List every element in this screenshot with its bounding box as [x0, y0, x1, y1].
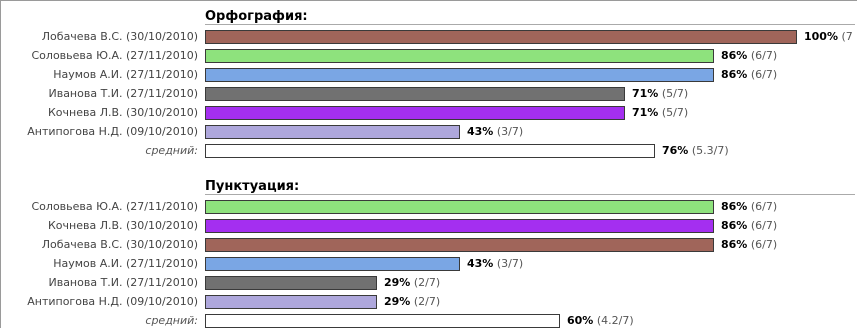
- chart-title: Орфография:: [205, 9, 308, 24]
- value-label: 43% (3/7): [467, 124, 523, 140]
- bar: [205, 257, 460, 271]
- value-label: 86% (6/7): [721, 48, 777, 64]
- row-label: Соловьева Ю.А. (27/11/2010): [31, 200, 199, 213]
- value-label: 100% (7: [804, 29, 853, 45]
- percent-value: 71%: [632, 87, 659, 100]
- row-label: Антипогова Н.Д. (09/10/2010): [27, 125, 198, 138]
- row-label: Кочнева Л.В. (30/10/2010): [47, 106, 198, 119]
- row-label: Лобачева В.С. (30/10/2010): [41, 30, 198, 43]
- score-fraction: (6/7): [750, 68, 778, 81]
- section-divider: [205, 24, 855, 25]
- score-fraction: (6/7): [750, 219, 778, 232]
- score-fraction: (3/7): [496, 257, 524, 270]
- percent-value: 100%: [804, 30, 838, 43]
- percent-value: 71%: [632, 106, 659, 119]
- bar: [205, 200, 714, 214]
- bar: [205, 238, 714, 252]
- score-fraction: (4.2/7): [596, 314, 634, 327]
- value-label: 43% (3/7): [467, 256, 523, 272]
- section-divider: [205, 194, 855, 195]
- bar: [205, 276, 377, 290]
- average-label: средний:: [145, 144, 198, 157]
- score-fraction: (2/7): [413, 295, 441, 308]
- percent-value: 86%: [721, 219, 748, 232]
- bar: [205, 30, 797, 44]
- row-label: Соловьева Ю.А. (27/11/2010): [31, 49, 199, 62]
- percent-value: 43%: [467, 257, 494, 270]
- row-label: Иванова Т.И. (27/11/2010): [48, 87, 198, 100]
- row-label: Наумов А.И. (27/11/2010): [53, 257, 198, 270]
- percent-value: 43%: [467, 125, 494, 138]
- value-label: 86% (6/7): [721, 218, 777, 234]
- value-label: 86% (6/7): [721, 237, 777, 253]
- row-label: Иванова Т.И. (27/11/2010): [48, 276, 198, 289]
- row-label: Наумов А.И. (27/11/2010): [53, 68, 198, 81]
- score-fraction: (5/7): [661, 87, 689, 100]
- row-label: Антипогова Н.Д. (09/10/2010): [27, 295, 198, 308]
- row-label: Кочнева Л.В. (30/10/2010): [47, 219, 198, 232]
- score-fraction: (5/7): [661, 106, 689, 119]
- bar: [205, 68, 714, 82]
- score-fraction: (6/7): [750, 238, 778, 251]
- value-label: 71% (5/7): [632, 86, 688, 102]
- value-label: 29% (2/7): [384, 275, 440, 291]
- bar: [205, 125, 460, 139]
- score-fraction: (6/7): [750, 49, 778, 62]
- percent-value: 29%: [384, 295, 411, 308]
- score-fraction: (7: [841, 30, 853, 43]
- percent-value: 86%: [721, 68, 748, 81]
- score-fraction: (3/7): [496, 125, 524, 138]
- bar: [205, 87, 625, 101]
- score-fraction: (6/7): [750, 200, 778, 213]
- percent-value: 29%: [384, 276, 411, 289]
- value-label: 71% (5/7): [632, 105, 688, 121]
- percent-value: 76%: [662, 144, 689, 157]
- bar: [205, 219, 714, 233]
- score-fraction: (5.3/7): [691, 144, 729, 157]
- value-label: 29% (2/7): [384, 294, 440, 310]
- average-label: средний:: [145, 314, 198, 327]
- percent-value: 86%: [721, 200, 748, 213]
- chart-title: Пунктуация:: [205, 179, 300, 194]
- row-label: Лобачева В.С. (30/10/2010): [41, 238, 198, 251]
- value-label: 60% (4.2/7): [567, 313, 634, 328]
- bar: [205, 49, 714, 63]
- value-label: 86% (6/7): [721, 199, 777, 215]
- bar: [205, 106, 625, 120]
- average-bar: [205, 144, 655, 158]
- average-bar: [205, 314, 560, 328]
- value-label: 76% (5.3/7): [662, 143, 729, 159]
- value-label: 86% (6/7): [721, 67, 777, 83]
- percent-value: 86%: [721, 49, 748, 62]
- bar: [205, 295, 377, 309]
- score-fraction: (2/7): [413, 276, 441, 289]
- percent-value: 60%: [567, 314, 594, 327]
- percent-value: 86%: [721, 238, 748, 251]
